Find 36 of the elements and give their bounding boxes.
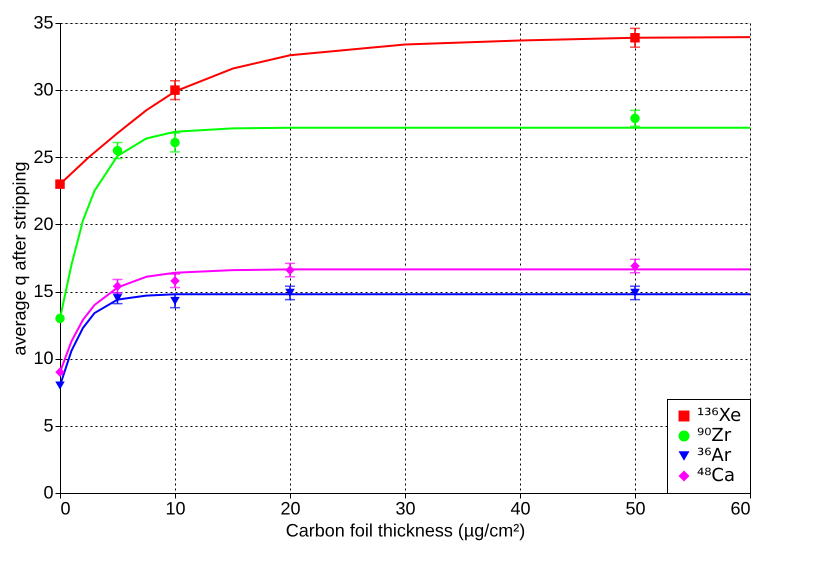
y-tick-label: 35 <box>33 12 54 32</box>
y-axis-title: average q after stripping <box>9 161 30 356</box>
point <box>55 314 65 324</box>
x-tick-label: 10 <box>165 498 186 518</box>
x-tick-label: 60 <box>730 498 750 518</box>
y-tick-label: 10 <box>33 348 54 368</box>
point <box>170 276 180 286</box>
point <box>55 179 65 189</box>
point <box>170 296 180 306</box>
point <box>285 288 295 298</box>
x-tick-label: 40 <box>510 498 531 518</box>
legend-label: ⁴⁸Ca <box>697 465 736 486</box>
point <box>55 381 65 390</box>
point <box>170 138 180 148</box>
point <box>112 146 122 156</box>
y-tick-label: 5 <box>43 415 54 436</box>
legend-label: ⁹⁰Zr <box>697 425 732 446</box>
point <box>112 281 122 291</box>
y-tick-label: 15 <box>33 281 54 302</box>
y-tick-label: 30 <box>33 80 54 100</box>
point <box>285 265 295 275</box>
x-tick-label: 30 <box>395 498 416 518</box>
point <box>630 114 640 124</box>
legend-label: ¹³⁶Xe <box>697 405 742 426</box>
x-tick-label: 0 <box>60 498 71 518</box>
y-tick-label: 20 <box>33 214 54 234</box>
point <box>55 367 65 377</box>
y-tick-label: 0 <box>43 482 54 502</box>
point <box>630 33 640 43</box>
legend-label: ³⁶Ar <box>697 445 732 466</box>
x-tick-label: 50 <box>625 498 646 518</box>
y-tick-label: 25 <box>33 146 54 167</box>
x-tick-label: 20 <box>280 498 301 518</box>
point <box>170 85 180 95</box>
x-axis-title: Carbon foil thickness (µg/cm²) <box>286 520 526 540</box>
point <box>630 288 640 298</box>
